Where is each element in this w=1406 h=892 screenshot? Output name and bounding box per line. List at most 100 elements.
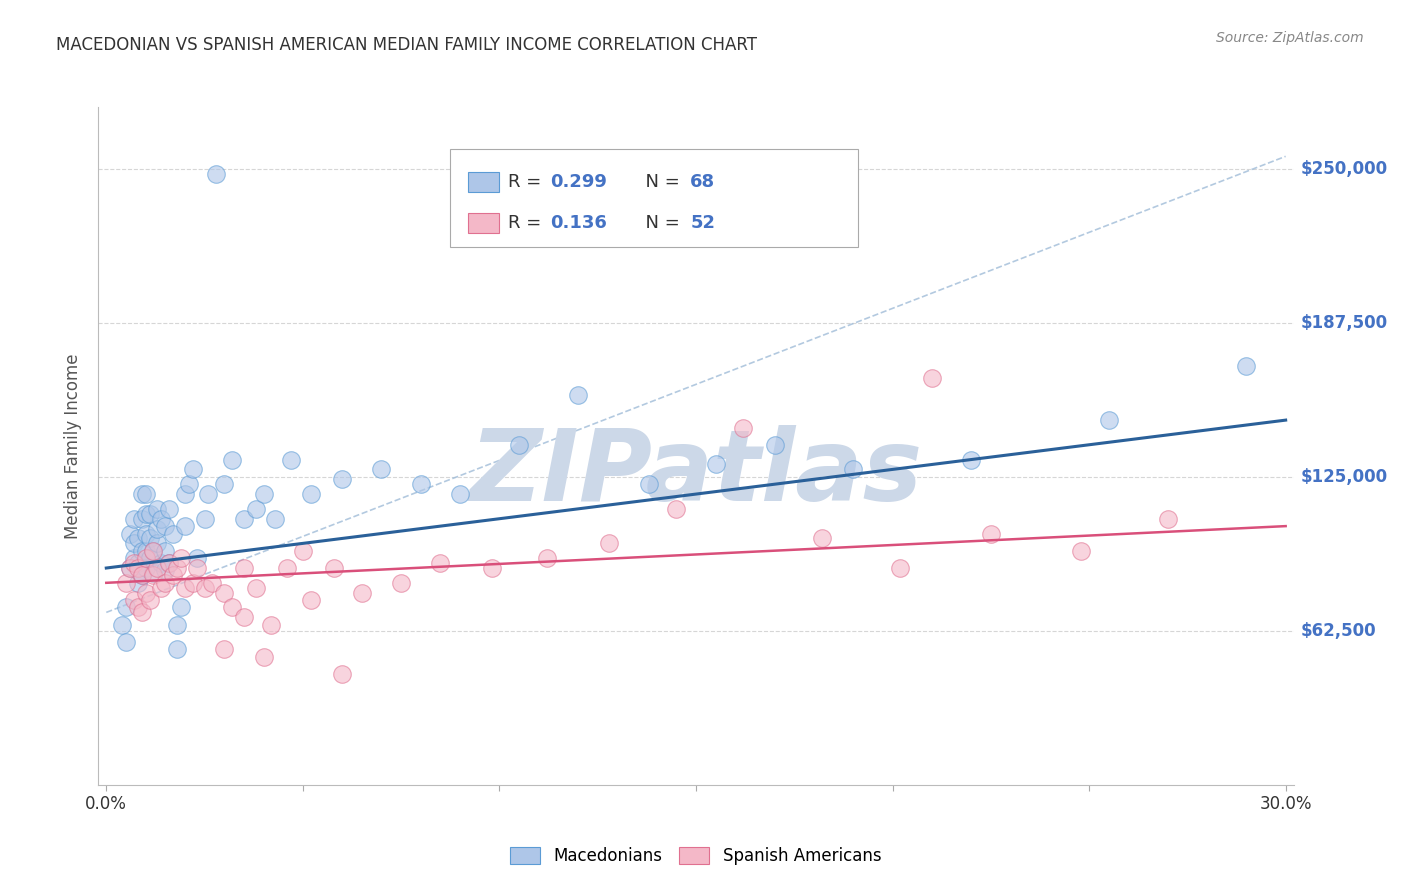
Point — [212, 585, 235, 599]
Point — [127, 532, 149, 546]
Point — [299, 487, 322, 501]
Point — [150, 512, 173, 526]
Point — [174, 519, 197, 533]
Point — [1098, 413, 1121, 427]
Point — [889, 561, 911, 575]
Point — [264, 512, 287, 526]
Point — [155, 519, 177, 533]
Point — [350, 585, 373, 599]
Point — [131, 568, 153, 582]
Point — [733, 420, 755, 434]
Text: $250,000: $250,000 — [1301, 160, 1388, 178]
Point — [146, 501, 169, 516]
Point — [921, 371, 943, 385]
Y-axis label: Median Family Income: Median Family Income — [65, 353, 83, 539]
Point — [260, 617, 283, 632]
Point — [170, 600, 193, 615]
Point — [122, 593, 145, 607]
Text: $187,500: $187,500 — [1301, 314, 1388, 332]
Point — [138, 507, 160, 521]
Text: $125,000: $125,000 — [1301, 467, 1388, 486]
Point — [131, 606, 153, 620]
Point — [166, 617, 188, 632]
Point — [138, 551, 160, 566]
Point — [127, 556, 149, 570]
Point — [127, 575, 149, 590]
Point — [330, 472, 353, 486]
Point — [118, 561, 141, 575]
Text: Source: ZipAtlas.com: Source: ZipAtlas.com — [1216, 31, 1364, 45]
Point — [409, 477, 432, 491]
Point — [131, 568, 153, 582]
Text: N =: N = — [634, 214, 686, 232]
Point — [221, 452, 243, 467]
Point — [291, 543, 314, 558]
Point — [115, 635, 138, 649]
Point — [567, 388, 589, 402]
Point — [118, 561, 141, 575]
Point — [370, 462, 392, 476]
Point — [115, 600, 138, 615]
Text: 68: 68 — [690, 173, 716, 191]
Point — [232, 561, 254, 575]
Text: 52: 52 — [690, 214, 716, 232]
Text: N =: N = — [634, 173, 686, 191]
Point — [155, 543, 177, 558]
Point — [212, 477, 235, 491]
Point — [111, 617, 134, 632]
Point — [389, 575, 412, 590]
Legend: Macedonians, Spanish Americans: Macedonians, Spanish Americans — [503, 840, 889, 871]
Point — [536, 551, 558, 566]
Point — [280, 452, 302, 467]
Point — [665, 501, 688, 516]
Point — [252, 649, 274, 664]
Point — [118, 526, 141, 541]
Point — [1157, 512, 1180, 526]
Text: R =: R = — [508, 214, 547, 232]
Point — [142, 566, 165, 580]
Point — [174, 581, 197, 595]
Point — [122, 556, 145, 570]
Point — [212, 642, 235, 657]
Point — [177, 477, 200, 491]
Point — [135, 585, 157, 599]
Point — [150, 556, 173, 570]
Point — [508, 438, 530, 452]
Point — [122, 512, 145, 526]
Text: MACEDONIAN VS SPANISH AMERICAN MEDIAN FAMILY INCOME CORRELATION CHART: MACEDONIAN VS SPANISH AMERICAN MEDIAN FA… — [56, 36, 758, 54]
Point — [193, 581, 215, 595]
Point — [138, 593, 160, 607]
Point — [186, 551, 208, 566]
Point — [162, 568, 184, 582]
Point — [142, 543, 165, 558]
Point — [146, 561, 169, 575]
Point — [135, 487, 157, 501]
Point — [980, 526, 1002, 541]
Point — [205, 167, 228, 181]
Point — [135, 507, 157, 521]
Point — [323, 561, 346, 575]
Point — [127, 561, 149, 575]
Point — [170, 551, 193, 566]
Point — [138, 532, 160, 546]
Point — [155, 564, 177, 578]
Point — [186, 561, 208, 575]
Point — [637, 477, 659, 491]
Point — [299, 593, 322, 607]
Point — [146, 522, 169, 536]
Point — [166, 561, 188, 575]
Point — [842, 462, 865, 476]
Point — [181, 462, 204, 476]
Point — [429, 556, 451, 570]
Point — [157, 556, 180, 570]
Point — [221, 600, 243, 615]
Point — [276, 561, 298, 575]
Point — [232, 610, 254, 624]
Point — [704, 458, 727, 472]
Point — [135, 551, 157, 566]
Point — [146, 536, 169, 550]
Point — [174, 487, 197, 501]
Text: ZIPatlas: ZIPatlas — [470, 425, 922, 522]
Point — [810, 532, 832, 546]
Point — [122, 536, 145, 550]
